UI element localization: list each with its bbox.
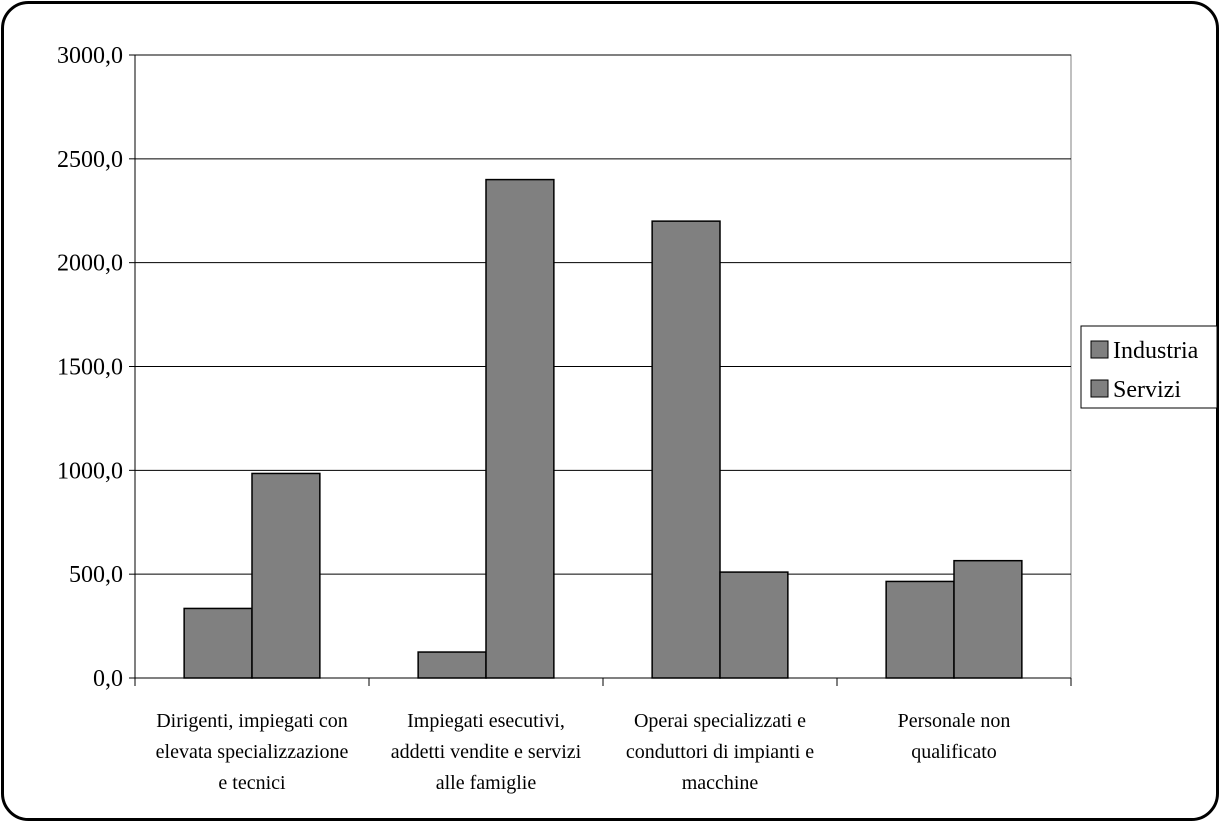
x-tick-label-line: macchine — [682, 772, 759, 794]
grid-lines — [135, 54, 1071, 575]
x-tick-label-line: Operai specializzati e — [634, 710, 806, 732]
legend: Industria Servizi — [1080, 325, 1218, 409]
legend-label-industria: Industria — [1113, 338, 1199, 364]
x-tick-label-line: conduttori di impianti e — [626, 741, 814, 763]
x-tick-label-line: Personale non — [898, 710, 1011, 732]
y-axis: 0,0 500,0 1000,0 1500,0 2000,0 2500,0 3000,0 — [57, 43, 136, 692]
x-tick-label-line: Dirigenti, impiegati con — [156, 710, 348, 732]
x-tick-label: Personale non qualificato — [898, 710, 1011, 763]
y-tick-label: 3000,0 — [57, 43, 123, 69]
y-tick-label: 1500,0 — [57, 355, 123, 381]
x-tick-label: Operai specializzati e conduttori di impi… — [626, 710, 814, 794]
y-tick-label: 1000,0 — [57, 458, 123, 484]
x-tick-label-line: addetti vendite e servizi — [391, 741, 582, 763]
y-tick-label: 2000,0 — [57, 251, 123, 277]
x-tick-label-line: alle famiglie — [436, 772, 537, 794]
y-tick-label: 0,0 — [93, 666, 123, 692]
x-tick-label-line: qualificato — [911, 741, 997, 763]
x-axis: Dirigenti, impiegati con elevata speciali… — [129, 677, 1072, 794]
y-tick-label: 500,0 — [69, 562, 123, 588]
bar-industria-3 — [651, 220, 721, 679]
bar-servizi-4 — [953, 559, 1023, 679]
bars — [183, 178, 1023, 679]
bar-servizi-3 — [719, 571, 789, 679]
bar-industria-2 — [417, 651, 487, 679]
x-tick-label: Impiegati esecutivi, addetti vendite e se… — [391, 710, 582, 794]
x-tick-label-line: Impiegati esecutivi, — [407, 710, 565, 732]
bar-industria-4 — [885, 580, 955, 679]
legend-swatch-industria — [1090, 340, 1109, 359]
legend-swatch-servizi — [1090, 379, 1109, 398]
bar-servizi-2 — [485, 178, 555, 679]
legend-label-servizi: Servizi — [1113, 377, 1181, 403]
x-tick-label-line: elevata specializzazione — [156, 741, 349, 763]
x-tick-label-line: e tecnici — [218, 772, 286, 794]
bar-servizi-1 — [251, 472, 321, 679]
y-tick-label: 2500,0 — [57, 147, 123, 173]
x-tick-label: Dirigenti, impiegati con elevata speciali… — [156, 710, 349, 794]
bar-industria-1 — [183, 607, 253, 679]
